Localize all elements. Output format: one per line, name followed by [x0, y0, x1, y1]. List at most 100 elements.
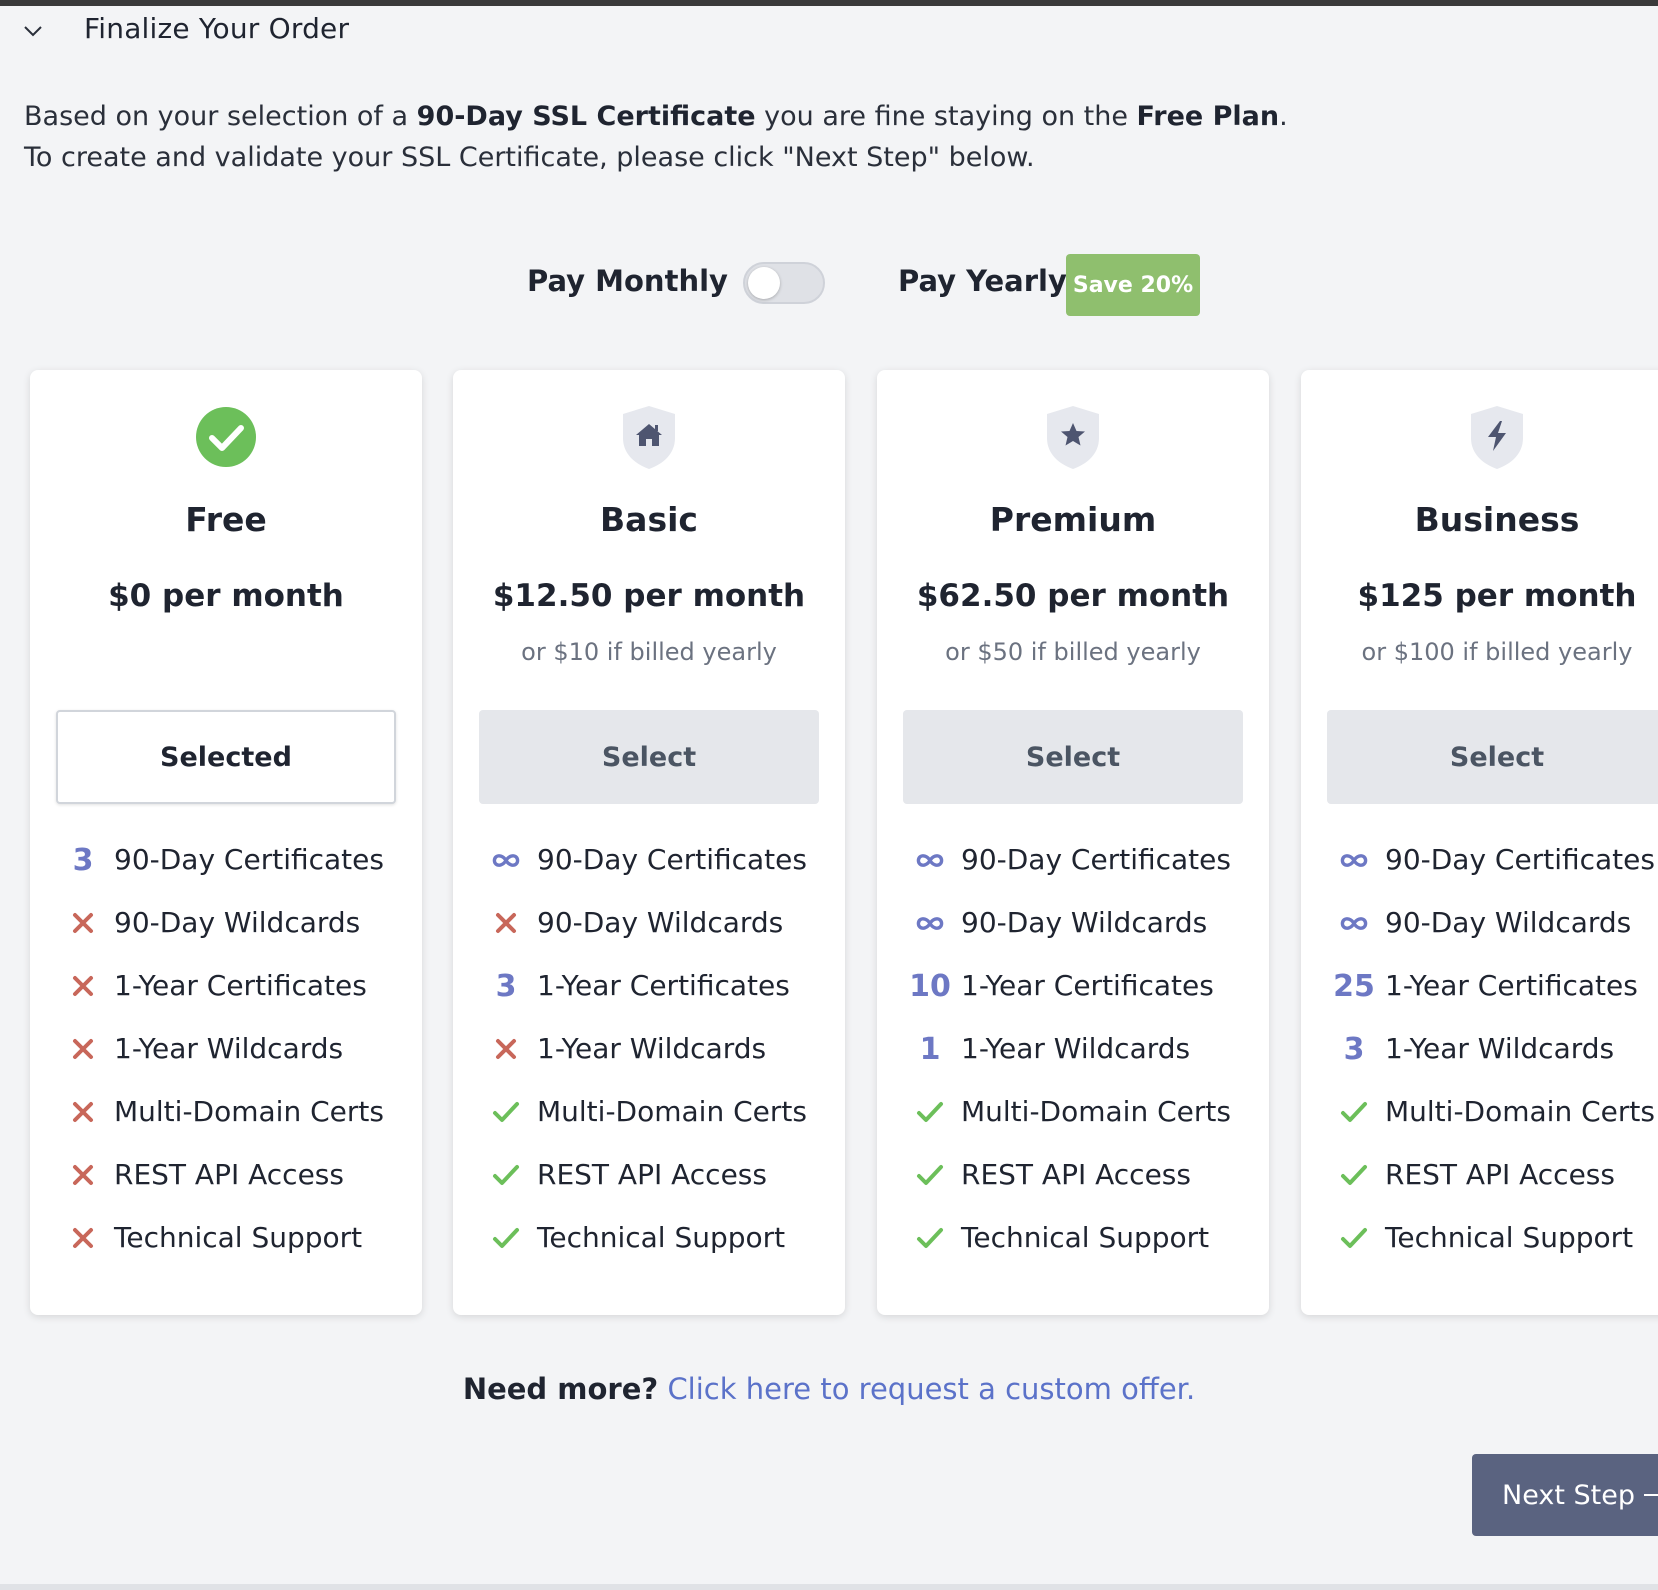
intro-line-2: To create and validate your SSL Certific… [24, 142, 1035, 173]
next-step-label: Next Step [1502, 1479, 1635, 1511]
infinity-icon [483, 840, 529, 880]
feature-label: Multi-Domain Certs [537, 1095, 807, 1128]
feature-label: REST API Access [114, 1158, 344, 1191]
feature-label: Multi-Domain Certs [1385, 1095, 1655, 1128]
select-plan-button[interactable]: Select [479, 710, 819, 804]
feature-count: 10 [909, 968, 951, 1004]
feature-item: Multi-Domain Certs [30, 1092, 422, 1155]
cross-icon [60, 1029, 106, 1069]
feature-item: 10 1-Year Certificates [877, 966, 1269, 1029]
feature-item: 90-Day Certificates [877, 840, 1269, 903]
cross-icon [483, 903, 529, 943]
feature-label: REST API Access [537, 1158, 767, 1191]
plan-name: Basic [600, 500, 698, 539]
select-plan-button[interactable]: Select [903, 710, 1243, 804]
custom-offer-row: Need more? Click here to request a custo… [0, 1372, 1658, 1406]
feature-item: 90-Day Wildcards [453, 903, 845, 966]
plan-name: Business [1414, 500, 1580, 539]
feature-label: REST API Access [961, 1158, 1191, 1191]
section-header[interactable]: Finalize Your Order [0, 6, 1658, 52]
check-icon [483, 1092, 529, 1132]
feature-item: Technical Support [877, 1218, 1269, 1281]
plan-price: $12.50 per month [492, 578, 806, 614]
plan-selected-button[interactable]: Selected [56, 710, 396, 804]
feature-list: 3 90-Day Certificates 90-Day Wildcards 1-Ye… [30, 840, 422, 1281]
pay-yearly-label[interactable]: Pay Yearly [898, 264, 1067, 298]
feature-count: 3 [1343, 1031, 1365, 1067]
cross-icon [60, 1155, 106, 1195]
feature-label: 1-Year Certificates [961, 969, 1214, 1002]
feature-item: 25 1-Year Certificates [1301, 966, 1658, 1029]
infinity-icon [907, 840, 953, 880]
intro-line-1: Based on your selection of a 90-Day SSL … [24, 96, 1524, 137]
feature-label: Technical Support [961, 1221, 1210, 1254]
feature-label: 1-Year Certificates [1385, 969, 1638, 1002]
feature-list: 90-Day Certificates 90-Day Wildcards 10 1-Y… [877, 840, 1269, 1281]
feature-item: Technical Support [453, 1218, 845, 1281]
arrow-right-icon [1644, 1494, 1658, 1496]
plan-card-free: Free $0 per month Selected 3 90-Day Certific… [30, 370, 422, 1315]
plan-price: $125 per month [1357, 578, 1637, 614]
cross-icon [483, 1029, 529, 1069]
plan-yearly-price: or $100 if billed yearly [1361, 638, 1633, 666]
feature-item: 90-Day Wildcards [1301, 903, 1658, 966]
feature-count: 3 [495, 968, 517, 1004]
feature-item: 1-Year Wildcards [453, 1029, 845, 1092]
feature-label: 90-Day Certificates [537, 843, 807, 876]
feature-label: 1-Year Wildcards [1385, 1032, 1615, 1065]
current-plan: Free Plan [1136, 101, 1280, 132]
feature-item: 3 1-Year Certificates [453, 966, 845, 1029]
cross-icon [60, 1092, 106, 1132]
feature-item: 1 1-Year Wildcards [877, 1029, 1269, 1092]
feature-label: 90-Day Wildcards [537, 906, 784, 939]
plan-yearly-price: or $10 if billed yearly [521, 638, 777, 666]
plan-card-basic: Basic $12.50 per month or $10 if billed ye… [453, 370, 845, 1315]
billing-toggle-row: Pay Monthly Pay Yearly Save 20% [0, 250, 1658, 320]
check-icon [907, 1092, 953, 1132]
check-icon [483, 1218, 529, 1258]
feature-item: Multi-Domain Certs [1301, 1092, 1658, 1155]
check-icon [483, 1155, 529, 1195]
plan-yearly-price: or $50 if billed yearly [945, 638, 1201, 666]
check-circle-icon [196, 404, 256, 470]
infinity-icon [1331, 903, 1377, 943]
feature-label: 90-Day Certificates [114, 843, 384, 876]
intro-text-part: you are fine staying on the [755, 101, 1137, 132]
intro-text: Based on your selection of a 90-Day SSL … [24, 96, 1524, 178]
save-badge: Save 20% [1066, 254, 1200, 316]
feature-item: Multi-Domain Certs [877, 1092, 1269, 1155]
feature-label: 90-Day Wildcards [961, 906, 1208, 939]
feature-item: 1-Year Wildcards [30, 1029, 422, 1092]
intro-text-part: . [1279, 101, 1288, 132]
plan-card-business: Business $125 per month or $100 if billed … [1301, 370, 1658, 1315]
cross-icon [60, 1218, 106, 1258]
infinity-icon [907, 903, 953, 943]
feature-item: 90-Day Certificates [453, 840, 845, 903]
feature-item: Multi-Domain Certs [453, 1092, 845, 1155]
shield-home-icon [619, 404, 679, 470]
feature-item: REST API Access [1301, 1155, 1658, 1218]
infinity-icon [1331, 840, 1377, 880]
plan-price: $0 per month [108, 578, 344, 614]
feature-label: REST API Access [1385, 1158, 1615, 1191]
feature-list: 90-Day Certificates 90-Day Wildcards 25 1-Y… [1301, 840, 1658, 1281]
intro-text-part: Based on your selection of a [24, 101, 417, 132]
feature-item: 90-Day Wildcards [877, 903, 1269, 966]
feature-list: 90-Day Certificates 90-Day Wildcards 3 1-Ye… [453, 840, 845, 1281]
next-step-button[interactable]: Next Step [1472, 1454, 1658, 1536]
feature-label: Multi-Domain Certs [114, 1095, 384, 1128]
feature-item: Technical Support [30, 1218, 422, 1281]
billing-period-toggle[interactable] [743, 262, 825, 304]
select-plan-button[interactable]: Select [1327, 710, 1658, 804]
check-icon [907, 1155, 953, 1195]
custom-offer-link[interactable]: Click here to request a custom offer. [667, 1372, 1196, 1406]
section-title: Finalize Your Order [84, 12, 350, 45]
chevron-down-icon[interactable] [22, 20, 44, 42]
plan-card-premium: Premium $62.50 per month or $50 if billed … [877, 370, 1269, 1315]
selected-product: 90-Day SSL Certificate [416, 101, 756, 132]
bottom-border [0, 1584, 1658, 1590]
feature-item: Technical Support [1301, 1218, 1658, 1281]
feature-label: 1-Year Wildcards [961, 1032, 1191, 1065]
feature-label: 1-Year Wildcards [537, 1032, 767, 1065]
pay-monthly-label[interactable]: Pay Monthly [527, 264, 728, 298]
